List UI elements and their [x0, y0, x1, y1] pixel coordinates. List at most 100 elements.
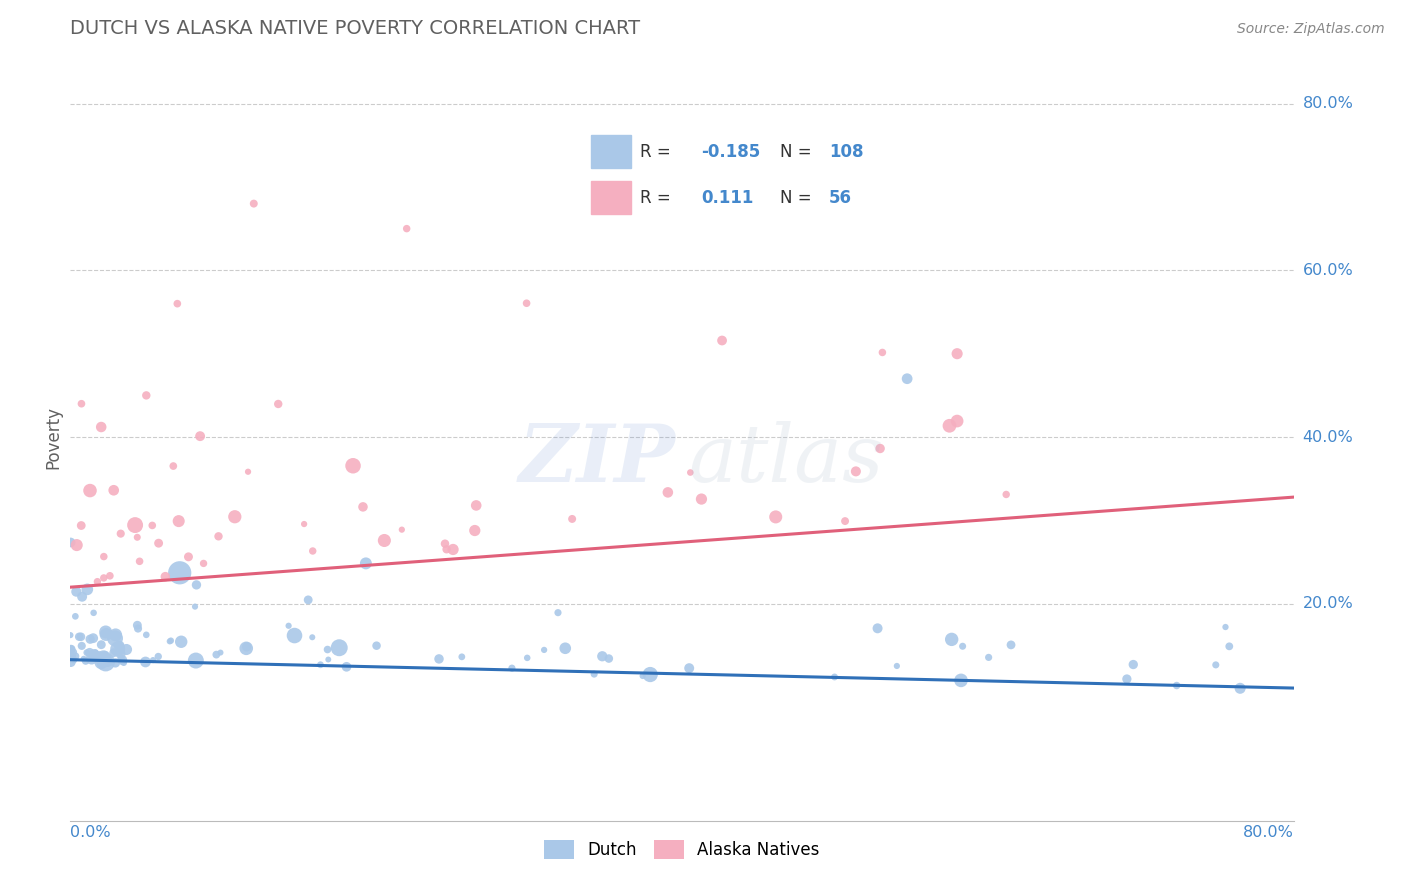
Point — [209, 646, 232, 660]
Point — [67, 630, 90, 644]
Point — [1229, 681, 1251, 696]
Point — [316, 652, 339, 666]
Point — [335, 660, 357, 674]
Point — [110, 647, 132, 661]
Point — [946, 414, 969, 428]
Point — [283, 629, 305, 643]
Point — [316, 642, 339, 657]
Point — [186, 578, 208, 592]
Point — [1205, 657, 1227, 672]
Point — [70, 590, 93, 604]
Point — [598, 651, 620, 665]
Point — [292, 516, 315, 531]
Point — [73, 652, 96, 666]
Point — [952, 639, 974, 653]
Bar — [591, 181, 631, 214]
Point — [65, 584, 87, 599]
Point — [352, 500, 374, 514]
Point — [60, 642, 83, 657]
Point — [554, 641, 576, 656]
Point — [148, 536, 170, 550]
Point — [591, 649, 613, 664]
Point — [516, 296, 538, 310]
Point — [1218, 640, 1240, 654]
Point — [112, 656, 135, 670]
Point — [59, 642, 82, 657]
Y-axis label: Poverty: Poverty — [44, 406, 62, 468]
Point — [711, 334, 734, 348]
Point — [59, 649, 82, 664]
Point — [631, 669, 654, 683]
Text: 56: 56 — [830, 189, 852, 207]
Point — [267, 397, 290, 411]
Point — [188, 429, 211, 443]
Point — [765, 509, 787, 524]
Legend: Dutch, Alaska Natives: Dutch, Alaska Natives — [537, 833, 827, 866]
Point — [657, 485, 679, 500]
Point — [83, 606, 105, 620]
Point — [82, 631, 104, 645]
Point — [391, 523, 413, 537]
Point — [127, 622, 149, 636]
Text: DUTCH VS ALASKA NATIVE POVERTY CORRELATION CHART: DUTCH VS ALASKA NATIVE POVERTY CORRELATI… — [70, 19, 640, 38]
Point — [65, 649, 87, 664]
Point — [96, 625, 118, 640]
Point — [110, 652, 132, 666]
Point — [104, 628, 127, 642]
Point — [70, 397, 93, 411]
Text: 0.111: 0.111 — [702, 189, 754, 207]
Point — [516, 651, 538, 665]
Point — [1215, 620, 1237, 634]
Point — [84, 648, 107, 663]
Point — [89, 648, 111, 662]
Point — [301, 544, 323, 558]
Point — [104, 656, 127, 670]
Point — [866, 621, 889, 635]
Point — [834, 514, 856, 528]
Point — [83, 650, 105, 665]
Point — [1115, 672, 1137, 686]
Point — [66, 538, 89, 552]
Point — [946, 347, 969, 361]
Point — [60, 649, 83, 664]
Point — [167, 514, 190, 528]
Point — [224, 509, 246, 524]
Point — [93, 549, 115, 564]
Point — [135, 388, 157, 402]
Text: -0.185: -0.185 — [702, 143, 761, 161]
Point — [184, 599, 207, 614]
Point — [155, 569, 177, 583]
Point — [690, 491, 713, 506]
Point — [59, 535, 82, 549]
Point — [845, 464, 868, 478]
Point — [679, 466, 702, 480]
Point — [886, 659, 908, 673]
Point — [93, 571, 115, 585]
Point — [977, 650, 1000, 665]
Point — [160, 633, 183, 648]
Point — [103, 646, 125, 660]
Point — [354, 557, 377, 571]
Point — [184, 654, 207, 668]
Point — [111, 653, 134, 667]
Point — [90, 420, 112, 434]
Point — [70, 518, 93, 533]
Point — [90, 638, 112, 652]
Point — [127, 618, 149, 632]
Point — [93, 651, 115, 665]
Point — [79, 646, 101, 660]
Text: Source: ZipAtlas.com: Source: ZipAtlas.com — [1237, 22, 1385, 37]
Point — [142, 653, 165, 667]
Point — [115, 642, 138, 657]
Point — [207, 529, 229, 543]
Point — [950, 673, 973, 688]
Point — [86, 574, 108, 589]
Point — [108, 639, 131, 653]
Point — [547, 606, 569, 620]
Point — [94, 648, 117, 662]
Point — [134, 655, 156, 669]
Point — [84, 648, 107, 662]
Point — [170, 634, 193, 648]
Point — [84, 645, 107, 659]
Point — [824, 670, 846, 684]
